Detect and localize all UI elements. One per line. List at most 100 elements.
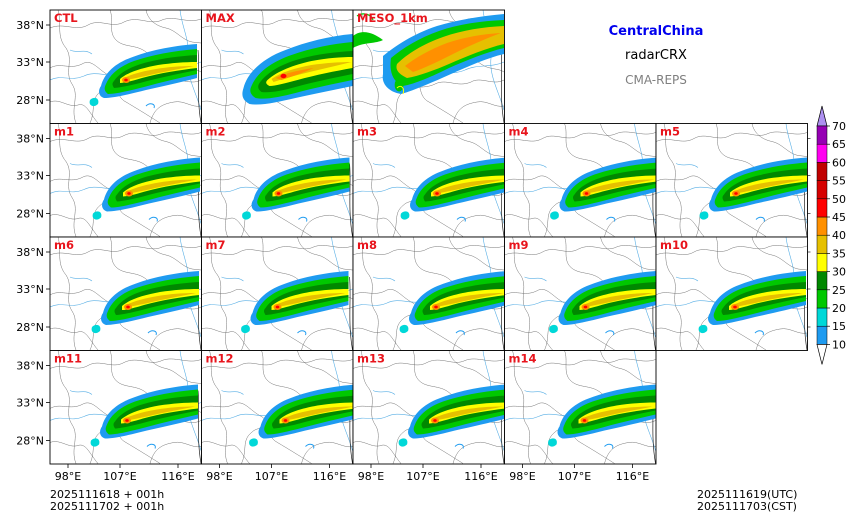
lon-tick-label: 116°E (313, 470, 346, 483)
colorbar-label: 15 (832, 320, 846, 333)
lat-tick-label: 28°N (16, 321, 44, 334)
panel-label: m2 (206, 125, 226, 139)
panel-label: m8 (357, 238, 377, 252)
lon-tick-label: 116°E (616, 470, 649, 483)
panel-label: m4 (509, 125, 529, 139)
init-time-block: 2025111618 + 001h 2025111702 + 001h (50, 489, 164, 513)
product-title: radarCRX (625, 48, 687, 63)
lon-tick-label: 107°E (558, 470, 591, 483)
colorbar-label: 10 (832, 338, 846, 351)
panel-label: MAX (206, 11, 235, 25)
panel-label: m1 (54, 125, 74, 139)
colorbar-bin (816, 216, 828, 236)
panel-label: m10 (660, 238, 688, 252)
lon-tick-label: 98°E (55, 470, 81, 483)
map-panel-m9: m9 (504, 236, 657, 351)
colorbar-label: 25 (832, 284, 846, 297)
valid-time-block: 2025111619(UTC) 2025111703(CST) (697, 489, 797, 513)
lat-tick-label: 33°N (16, 170, 44, 183)
region-title: CentralChina (608, 24, 704, 39)
valid-time-cst: 2025111703(CST) (697, 500, 797, 513)
colorbar-label: 60 (832, 156, 846, 169)
colorbar-under-triangle (816, 344, 828, 365)
panel-label: m6 (54, 238, 74, 252)
colorbar-bin (816, 234, 828, 254)
lon-tick-label: 98°E (509, 470, 535, 483)
map-panel-m11: m11 (49, 350, 202, 465)
map-panel-m1: m1 (49, 123, 202, 238)
longitude-axis: 98°E 107°E 116°E 98°E 107°E 116°E 98°E 107°E 116… (55, 464, 649, 483)
map-panel-m13: m13 (352, 350, 505, 465)
panel-label: m9 (509, 238, 529, 252)
lat-tick-label: 28°N (16, 208, 44, 221)
init-time-cst: 2025111702 + 001h (50, 500, 165, 513)
map-panel-max: MAX (201, 9, 354, 124)
valid-time-utc: 2025111619(UTC) (697, 488, 798, 501)
colorbar-over-triangle (816, 105, 828, 127)
map-panel-m2: m2 (201, 123, 354, 238)
colorbar: 10 15 20 25 30 35 40 45 50 55 60 65 70 (816, 105, 846, 365)
colorbar-bin (816, 162, 828, 181)
map-panel-m4: m4 (504, 123, 657, 238)
map-panel-m14: m14 (504, 350, 657, 465)
panel-frame (655, 236, 808, 351)
panel-label: m3 (357, 125, 377, 139)
panel-label: m7 (206, 238, 226, 252)
colorbar-bin (816, 325, 828, 345)
panel-label: m5 (660, 125, 680, 139)
panel-grid: CTL MAX MESO_1km m1 m2 m3 m4 m5 m6 m7 m8 m9 m10 m11 m1… (49, 9, 808, 465)
map-panel-m6: m6 (49, 236, 202, 351)
map-panel-m8: m8 (352, 236, 505, 351)
lat-tick-label: 33°N (16, 283, 44, 296)
map-panel-m3: m3 (352, 123, 505, 238)
colorbar-label: 65 (832, 138, 846, 151)
colorbar-label: 35 (832, 247, 846, 260)
map-panel-meso_1km: MESO_1km (352, 9, 505, 124)
colorbar-label: 45 (832, 211, 846, 224)
colorbar-label: 50 (832, 193, 846, 206)
lat-tick-label: 33°N (16, 397, 44, 410)
map-panel-m12: m12 (201, 350, 354, 465)
lat-tick-label: 38°N (16, 360, 44, 373)
colorbar-label: 30 (832, 266, 846, 279)
lat-tick-label: 38°N (16, 19, 44, 32)
colorbar-bin (816, 198, 828, 218)
lat-tick-label: 28°N (16, 435, 44, 448)
lon-tick-label: 107°E (255, 470, 288, 483)
lat-tick-label: 33°N (16, 56, 44, 69)
lat-tick-label: 28°N (16, 94, 44, 107)
panel-label: m13 (357, 352, 385, 366)
colorbar-label: 55 (832, 175, 846, 188)
map-panel-m10: m10 (655, 236, 808, 351)
colorbar-label: 40 (832, 229, 846, 242)
lon-tick-label: 98°E (206, 470, 232, 483)
colorbar-bin (816, 289, 828, 309)
lon-tick-label: 107°E (406, 470, 439, 483)
system-title: CMA-REPS (625, 73, 687, 87)
lat-tick-label: 38°N (16, 246, 44, 259)
lon-tick-label: 98°E (358, 470, 384, 483)
colorbar-bin (816, 180, 828, 200)
lat-tick-label: 38°N (16, 133, 44, 146)
map-panel-m7: m7 (201, 236, 354, 351)
colorbar-bin (816, 125, 828, 145)
panel-label: MESO_1km (357, 11, 428, 26)
lon-tick-label: 116°E (464, 470, 497, 483)
init-time-utc: 2025111618 + 001h (50, 488, 165, 501)
map-panel-m5: m5 (655, 123, 808, 238)
panel-label: m14 (509, 352, 537, 366)
lon-tick-label: 116°E (161, 470, 194, 483)
lon-tick-label: 107°E (103, 470, 136, 483)
colorbar-label: 20 (832, 302, 846, 315)
panel-frame (504, 350, 657, 465)
map-panel-ctl: CTL (49, 9, 202, 124)
colorbar-bin (816, 143, 828, 163)
panel-label: m11 (54, 352, 82, 366)
colorbar-bin (816, 253, 828, 272)
latitude-axis: 38°N 33°N 28°N 38°N 33°N 28°N 38°N 33°N 28°N 38°N… (16, 19, 811, 448)
panel-label: CTL (54, 11, 78, 25)
colorbar-label: 70 (832, 120, 846, 133)
panel-label: m12 (206, 352, 234, 366)
colorbar-bin (816, 307, 828, 327)
